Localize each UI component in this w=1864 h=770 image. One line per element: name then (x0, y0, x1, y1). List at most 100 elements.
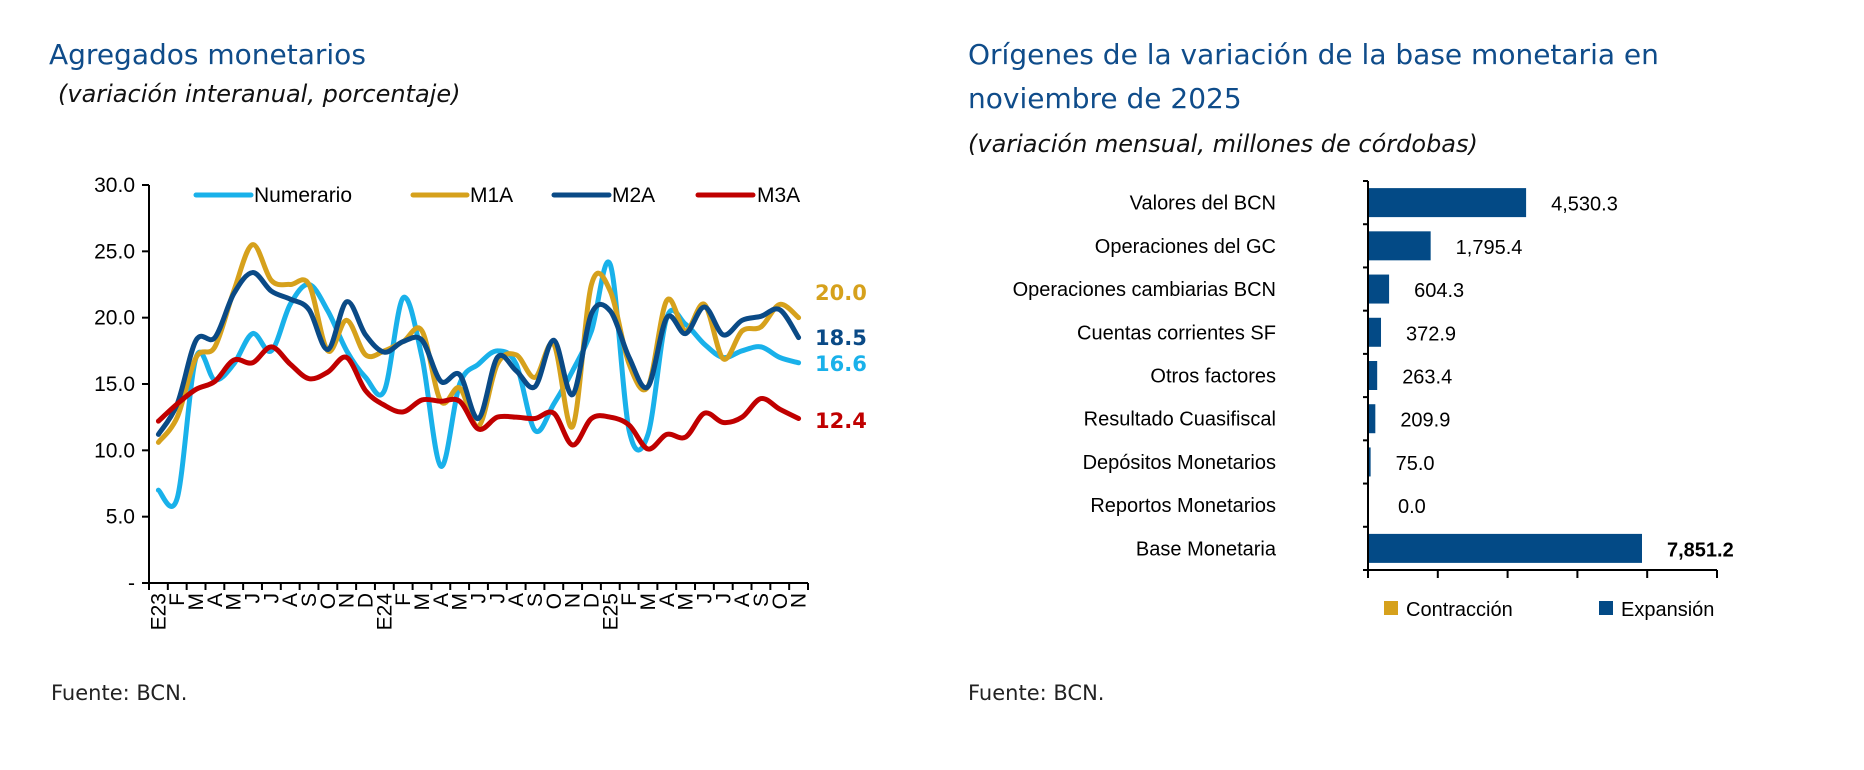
x-tick-label: N (788, 593, 811, 608)
x-tick-label: S (298, 593, 321, 607)
legend-label: Numerario (254, 184, 352, 207)
x-tick-label: M (637, 593, 660, 611)
x-tick-label: M (449, 593, 472, 611)
legend-item-m3a: M3A (695, 184, 800, 207)
category-label: Reportos Monetarios (1090, 495, 1276, 517)
legend-label: M3A (757, 184, 800, 207)
x-tick-label: S (750, 593, 773, 607)
right-chart-title-line-1: Orígenes de la variación de la base mone… (968, 38, 1659, 71)
x-tick-label: J (712, 593, 735, 604)
legend-item-expansion: Expansión (1599, 599, 1714, 621)
bar (1368, 274, 1390, 304)
legend-item-contraction: Contracción (1384, 599, 1513, 621)
x-tick-label: N (336, 593, 359, 608)
x-tick-label: O (543, 593, 566, 609)
left-chart-subtitle: (variación interanual, porcentaje) (58, 80, 460, 108)
legend-item-m2a: M2A (551, 184, 655, 207)
series-line-m2a (155, 270, 802, 437)
left-chart-source: Fuente: BCN. (51, 681, 187, 705)
right-chart-title-line-2: noviembre de 2025 (968, 82, 1242, 115)
x-tick-label: F (618, 593, 641, 606)
x-tick-label: F (166, 593, 189, 606)
x-tick-label: E25 (599, 593, 622, 630)
x-tick-label: A (731, 593, 754, 607)
bar (1368, 361, 1378, 390)
category-label: Resultado Cuasifiscal (1084, 409, 1276, 431)
y-tick-label: 15.0 (94, 373, 135, 396)
bar-value-label: 209.9 (1400, 410, 1450, 432)
category-label: Cuentas corrientes SF (1077, 322, 1276, 344)
x-tick-label: M (185, 593, 208, 611)
left-chart-axes: -5.010.015.020.025.030.0E23FMAMJJASONDE2… (94, 174, 810, 630)
x-tick-label: D (580, 593, 603, 608)
x-tick-label: J (693, 593, 716, 604)
bar-value-label: 0.0 (1398, 496, 1426, 518)
bar (1368, 317, 1382, 347)
y-tick-label: 20.0 (94, 307, 135, 330)
x-tick-label: F (392, 593, 415, 606)
bar-value-label: 604.3 (1414, 280, 1464, 302)
category-label: Operaciones cambiarias BCN (1013, 279, 1276, 301)
bar (1368, 231, 1431, 261)
x-tick-label: E24 (373, 593, 396, 631)
x-tick-label: A (505, 593, 528, 607)
x-tick-label: J (486, 593, 509, 604)
category-label: Operaciones del GC (1095, 236, 1276, 258)
left-chart-series: 16.6 20.0 18.5 12.4 (155, 242, 867, 509)
x-tick-label: M (223, 593, 246, 611)
legend-item-m1a: M1A (410, 184, 513, 207)
y-tick-label: 30.0 (94, 174, 135, 197)
bar-value-label: 75.0 (1396, 453, 1435, 475)
y-tick-label: 25.0 (94, 240, 135, 263)
bar-value-label: 372.9 (1406, 323, 1456, 345)
left-chart-title: Agregados monetarios (49, 38, 366, 71)
monetary-aggregates-chart: Agregados monetarios (variación interanu… (49, 38, 867, 705)
legend-label: Contracción (1406, 599, 1513, 621)
y-tick-label: - (128, 572, 135, 595)
bar-value-label: 1,795.4 (1456, 237, 1523, 259)
end-value-label-numerario: 16.6 (815, 352, 867, 376)
bar (1368, 533, 1642, 563)
bar (1368, 447, 1371, 477)
series-line-numerario (155, 259, 802, 509)
legend-label: M2A (612, 184, 655, 207)
bar-value-label: 4,530.3 (1551, 194, 1618, 216)
legend-swatch (1384, 601, 1398, 615)
x-tick-label: J (242, 593, 265, 604)
right-chart-source: Fuente: BCN. (968, 681, 1104, 705)
x-tick-label: A (430, 593, 453, 607)
y-tick-label: 5.0 (106, 506, 135, 529)
bar-value-label: 7,851.2 (1667, 539, 1734, 561)
right-chart-subtitle: (variación mensual, millones de córdobas… (968, 130, 1478, 158)
legend-item-numerario: Numerario (193, 184, 352, 207)
bar-value-label: 263.4 (1402, 367, 1452, 389)
legend-label: Expansión (1621, 599, 1714, 621)
right-chart-legend: Contracción Expansión (1384, 599, 1714, 621)
x-tick-label: A (279, 593, 302, 607)
legend-swatch (1599, 601, 1613, 615)
end-value-label-m3a: 12.4 (815, 409, 867, 433)
x-tick-label: O (317, 593, 340, 609)
x-tick-label: E23 (147, 593, 170, 630)
x-tick-label: A (204, 593, 227, 607)
end-value-label-m2a: 18.5 (815, 326, 867, 350)
category-label: Valores del BCN (1130, 193, 1276, 215)
x-tick-label: D (355, 593, 378, 608)
bar (1368, 404, 1376, 434)
x-tick-label: J (468, 593, 491, 604)
y-tick-label: 10.0 (94, 439, 135, 462)
x-tick-label: O (769, 593, 792, 609)
category-label: Base Monetaria (1136, 538, 1277, 560)
x-tick-label: J (260, 593, 283, 604)
x-tick-label: N (562, 593, 585, 608)
category-label: Otros factores (1150, 366, 1276, 388)
monetary-base-origins-chart: Orígenes de la variación de la base mone… (968, 38, 1734, 705)
x-tick-label: A (656, 593, 679, 607)
right-chart-plot: Valores del BCN 4,530.3 Operaciones del GC… (1013, 180, 1734, 578)
category-label: Depósitos Monetarios (1083, 452, 1276, 474)
x-tick-label: S (524, 593, 547, 607)
bar (1368, 188, 1527, 218)
left-chart-legend: Numerario M1A M2A M3A (193, 184, 800, 207)
legend-label: M1A (470, 184, 513, 207)
